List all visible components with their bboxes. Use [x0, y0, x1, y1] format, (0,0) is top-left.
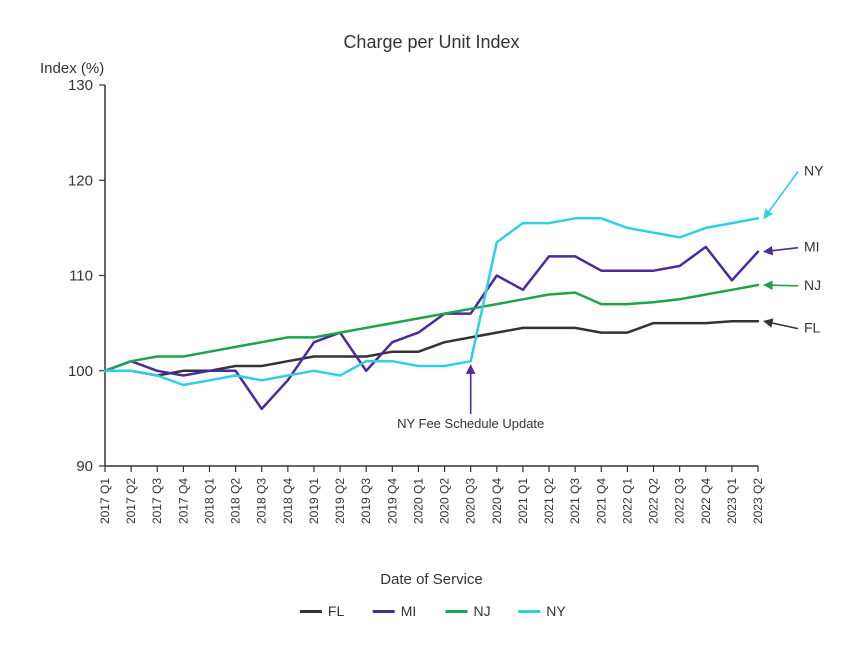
x-tick-label: 2021 Q1	[516, 478, 530, 524]
x-tick-label: 2018 Q3	[255, 478, 269, 524]
x-tick-label: 2020 Q2	[438, 478, 452, 524]
end-label-ny: NY	[804, 162, 824, 178]
x-tick-label: 2022 Q3	[673, 478, 687, 524]
x-tick-label: 2021 Q3	[568, 478, 582, 524]
annotation-label-fee-update: NY Fee Schedule Update	[397, 416, 544, 431]
legend-label-ny: NY	[546, 603, 566, 619]
x-tick-label: 2023 Q2	[751, 478, 765, 524]
series-line-fl	[105, 321, 758, 375]
x-tick-label: 2022 Q2	[647, 478, 661, 524]
end-label-arrow-nj	[764, 285, 798, 286]
y-axis-label: Index (%)	[40, 60, 104, 77]
x-tick-label: 2017 Q4	[176, 478, 190, 524]
legend-swatch-ny	[518, 610, 540, 613]
x-axis-label: Date of Service	[380, 571, 483, 588]
y-tick-label: 90	[76, 458, 93, 475]
x-tick-label: 2019 Q4	[385, 478, 399, 524]
x-tick-label: 2021 Q4	[594, 478, 608, 524]
x-tick-label: 2018 Q4	[281, 478, 295, 524]
x-tick-label: 2019 Q1	[307, 478, 321, 524]
y-tick-label: 110	[69, 268, 93, 285]
end-label-fl: FL	[804, 320, 821, 336]
x-tick-label: 2018 Q1	[202, 478, 216, 524]
x-tick-label: 2019 Q3	[359, 478, 373, 524]
legend-swatch-fl	[300, 610, 322, 613]
y-tick-label: 100	[68, 363, 93, 380]
series-line-mi	[105, 247, 758, 409]
chart-container: Charge per Unit Index Index (%) 90 100 110 12…	[0, 0, 853, 666]
end-label-nj: NJ	[804, 277, 821, 293]
x-tick-label: 2022 Q4	[699, 478, 713, 524]
chart-title: Charge per Unit Index	[343, 32, 519, 52]
legend-label-nj: NJ	[474, 603, 491, 619]
end-label-mi: MI	[804, 239, 820, 255]
x-tick-label: 2020 Q1	[411, 478, 425, 524]
end-label-arrow-ny	[764, 171, 798, 218]
end-label-arrow-mi	[764, 248, 798, 252]
x-tick-label: 2017 Q2	[124, 478, 138, 524]
x-tick-label: 2020 Q3	[464, 478, 478, 524]
y-tick-label: 130	[68, 77, 93, 94]
x-tick-label: 2020 Q4	[490, 478, 504, 524]
chart-svg: Charge per Unit Index Index (%) 90 100 110 12…	[0, 0, 853, 666]
series-line-nj	[105, 285, 758, 371]
x-tick-label: 2017 Q3	[150, 478, 164, 524]
legend-swatch-mi	[373, 610, 395, 613]
legend-swatch-nj	[446, 610, 468, 613]
x-tick-label: 2022 Q1	[620, 478, 634, 524]
x-tick-label: 2023 Q1	[725, 478, 739, 524]
legend-label-fl: FL	[328, 603, 345, 619]
y-tick-label: 120	[68, 172, 93, 189]
x-tick-label: 2021 Q2	[542, 478, 556, 524]
end-label-arrow-fl	[764, 321, 798, 328]
x-tick-label: 2017 Q1	[98, 478, 112, 524]
x-tick-label: 2019 Q2	[333, 478, 347, 524]
legend-label-mi: MI	[401, 603, 417, 619]
x-tick-label: 2018 Q2	[229, 478, 243, 524]
